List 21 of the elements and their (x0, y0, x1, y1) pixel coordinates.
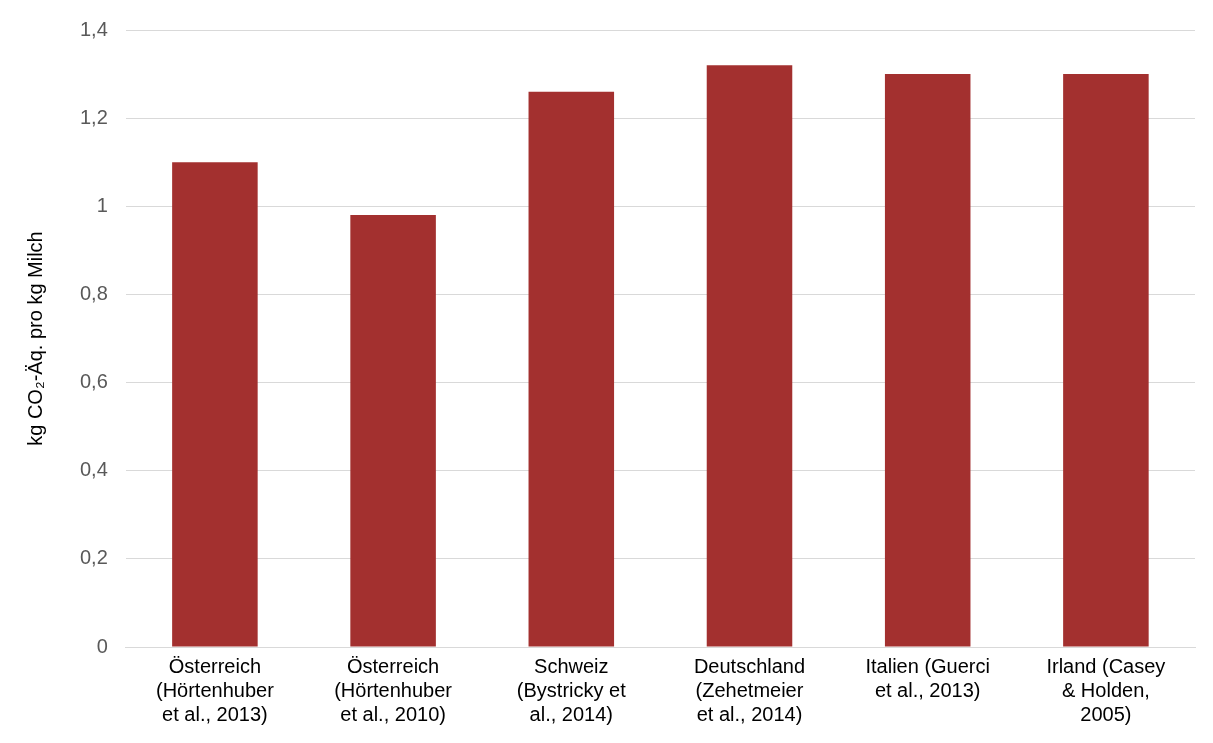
y-tick-label: 1,4 (79, 17, 108, 40)
bar (350, 215, 436, 647)
y-tick-label: 0,8 (79, 281, 108, 304)
x-tick-label: Deutschland (Zehetmeier et al., 2014) (693, 654, 806, 725)
x-tick-label: Irland (Casey & Holden, 2005) (1046, 654, 1166, 725)
y-tick-label: 0,6 (79, 370, 108, 393)
y-tick-label: 1 (96, 193, 108, 216)
y-tick-label: 0,2 (79, 546, 108, 569)
bar (528, 91, 615, 647)
x-tick-label: Österreich (Hörtenhuber et al., 2013) (155, 654, 275, 725)
y-axis-title: kg CO₂-Äq. pro kg Milch (23, 231, 46, 446)
y-tick-label: 0 (96, 634, 108, 657)
y-tick-label: 0,4 (79, 458, 108, 481)
x-tick-label: Italien (Guerci et al., 2013) (865, 654, 990, 701)
y-tick-label: 1,2 (79, 105, 108, 128)
x-tick-label: Schweiz (Bystricky et al., 2014) (516, 654, 627, 725)
bar (706, 65, 793, 647)
x-tick-label: Österreich (Hörtenhuber et al., 2010) (334, 654, 453, 725)
bar (884, 74, 971, 647)
bar (1063, 74, 1149, 647)
bar (172, 162, 258, 647)
